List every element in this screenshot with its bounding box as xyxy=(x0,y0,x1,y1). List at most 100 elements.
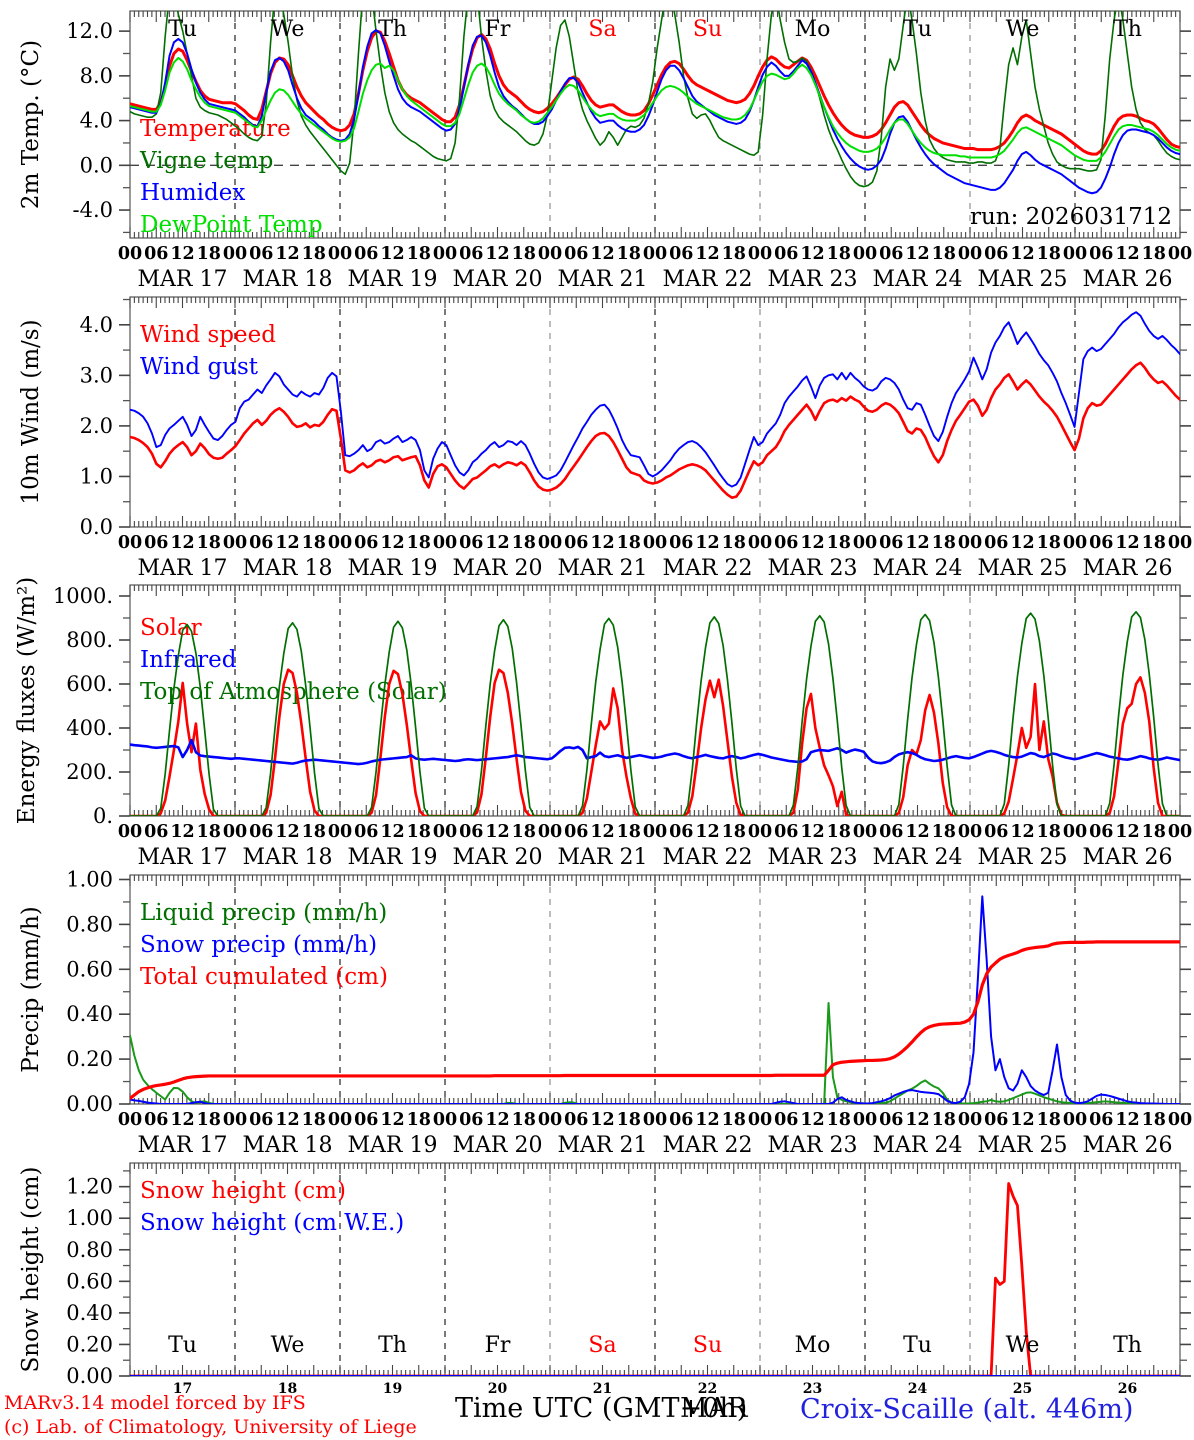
hour-tick-label: 06 xyxy=(984,1110,1008,1130)
hour-tick-label: 12 xyxy=(170,822,194,842)
legend-label: Top of Atmosphere (Solar) xyxy=(140,679,447,705)
hour-tick-label: 06 xyxy=(459,533,483,553)
day-label: MAR 23 xyxy=(768,556,858,581)
hour-tick-label: 00 xyxy=(643,533,667,553)
y-tick-label: 1000. xyxy=(53,584,113,608)
hour-tick-label: 00 xyxy=(643,1110,667,1130)
hour-tick-label: 18 xyxy=(197,533,221,553)
hour-tick-label: 18 xyxy=(722,822,746,842)
legend-label: Wind speed xyxy=(140,322,276,348)
hour-tick-label: 06 xyxy=(459,244,483,264)
day-label: MAR 26 xyxy=(1083,845,1173,870)
y-tick-label: 0.00 xyxy=(66,1092,113,1116)
hour-tick-label: 12 xyxy=(1010,822,1034,842)
footer: MARv3.14 model forced by IFS(c) Lab. of … xyxy=(4,1392,1133,1438)
day-label: MAR 25 xyxy=(978,556,1068,581)
hour-tick-label: 18 xyxy=(512,822,536,842)
day-label: MAR 24 xyxy=(873,267,963,292)
hour-tick-label: 06 xyxy=(984,533,1008,553)
hour-tick-label: 12 xyxy=(380,822,404,842)
day-label: MAR 22 xyxy=(663,1133,753,1158)
model-credit-line1: MARv3.14 model forced by IFS xyxy=(4,1392,306,1414)
day-label: MAR 23 xyxy=(768,267,858,292)
hour-tick-label: 12 xyxy=(380,244,404,264)
hour-tick-label: 06 xyxy=(1089,533,1113,553)
hour-tick-label: 00 xyxy=(538,533,562,553)
day-of-week-label: We xyxy=(271,1333,305,1358)
model-run-label: run: 2026031712 xyxy=(970,204,1172,230)
y-tick-label: 0.60 xyxy=(66,1269,113,1293)
station-label: Croix-Scaille (alt. 446m) xyxy=(800,1394,1133,1425)
y-axis-label: Energy fluxes (W/m²) xyxy=(14,577,40,824)
hour-tick-label: 06 xyxy=(669,244,693,264)
hour-tick-label: 00 xyxy=(1063,822,1087,842)
day-label: MAR 19 xyxy=(348,845,438,870)
hour-tick-label: 12 xyxy=(695,1110,719,1130)
hour-tick-label: 18 xyxy=(932,533,956,553)
legend-label: Infrared xyxy=(140,647,237,673)
hour-tick-label: 06 xyxy=(249,1110,273,1130)
hour-tick-label: 06 xyxy=(354,533,378,553)
hour-tick-label: 18 xyxy=(302,822,326,842)
hour-tick-label: 12 xyxy=(800,1110,824,1130)
hour-tick-label: 18 xyxy=(827,533,851,553)
hour-tick-label: 06 xyxy=(249,822,273,842)
hour-tick-label: 00 xyxy=(643,822,667,842)
hour-tick-label: 00 xyxy=(1063,244,1087,264)
day-of-week-label: Th xyxy=(378,17,407,42)
hour-tick-label: 12 xyxy=(170,244,194,264)
legend-label: Snow height (cm) xyxy=(140,1178,346,1204)
hour-tick-label: 12 xyxy=(1115,533,1139,553)
hour-tick-label: 06 xyxy=(459,822,483,842)
hour-tick-label: 06 xyxy=(1089,822,1113,842)
y-tick-label: 4.0 xyxy=(80,313,113,337)
hour-tick-label: 12 xyxy=(695,822,719,842)
day-label: MAR 25 xyxy=(978,845,1068,870)
y-axis-label: 10m Wind (m/s) xyxy=(18,319,44,504)
y-tick-label: 0.0 xyxy=(80,153,113,177)
hour-tick-label: 06 xyxy=(774,822,798,842)
y-tick-label: 400. xyxy=(66,716,113,740)
hour-tick-label: 06 xyxy=(1089,1110,1113,1130)
hour-tick-label: 12 xyxy=(485,533,509,553)
hour-tick-label: 06 xyxy=(879,1110,903,1130)
day-label: MAR 20 xyxy=(453,845,543,870)
y-tick-label: 0.20 xyxy=(66,1047,113,1071)
day-of-week-label: Th xyxy=(378,1333,407,1358)
day-label: MAR 23 xyxy=(768,845,858,870)
day-of-week-label: Tu xyxy=(168,17,197,42)
y-tick-label: 600. xyxy=(66,672,113,696)
y-tick-label: 200. xyxy=(66,760,113,784)
y-tick-label: 2.0 xyxy=(80,414,113,438)
day-of-week-label: Sa xyxy=(588,1333,616,1358)
day-label: MAR 22 xyxy=(663,556,753,581)
day-label: MAR 19 xyxy=(348,556,438,581)
hour-tick-label: 00 xyxy=(118,533,142,553)
legend-label: Wind gust xyxy=(140,354,259,380)
y-axis-label: Snow height (cm) xyxy=(18,1167,44,1373)
hour-tick-label: 00 xyxy=(853,1110,877,1130)
day-number-label: 18 xyxy=(278,1381,297,1397)
panel-precip: 0.00 0.20 0.40 0.60 0.80 1.00 Precip (mm/h) Liq… xyxy=(18,867,1192,1158)
hour-tick-label: 00 xyxy=(748,244,772,264)
day-number-label: 17 xyxy=(173,1381,192,1397)
day-of-week-label: Su xyxy=(693,17,722,42)
series-line xyxy=(130,361,1180,499)
day-label: MAR 17 xyxy=(138,556,228,581)
hour-tick-label: 00 xyxy=(223,1110,247,1130)
hour-tick-label: 00 xyxy=(328,822,352,842)
hour-tick-label: 00 xyxy=(538,1110,562,1130)
hour-tick-label: 06 xyxy=(564,822,588,842)
hour-tick-label: 06 xyxy=(984,822,1008,842)
y-tick-label: 0. xyxy=(93,804,113,828)
day-of-week-label: Tu xyxy=(168,1333,197,1358)
hour-tick-label: 06 xyxy=(1089,244,1113,264)
hour-tick-label: 12 xyxy=(485,244,509,264)
panel-energy_fluxes: 0. 200. 400. 600. 800. 1000. Energy fluxes (W/… xyxy=(14,577,1192,870)
hour-tick-label: 00 xyxy=(853,533,877,553)
day-number-label: 20 xyxy=(488,1381,508,1397)
day-label: MAR 24 xyxy=(873,556,963,581)
hour-tick-label: 18 xyxy=(827,1110,851,1130)
day-label: MAR 20 xyxy=(453,267,543,292)
